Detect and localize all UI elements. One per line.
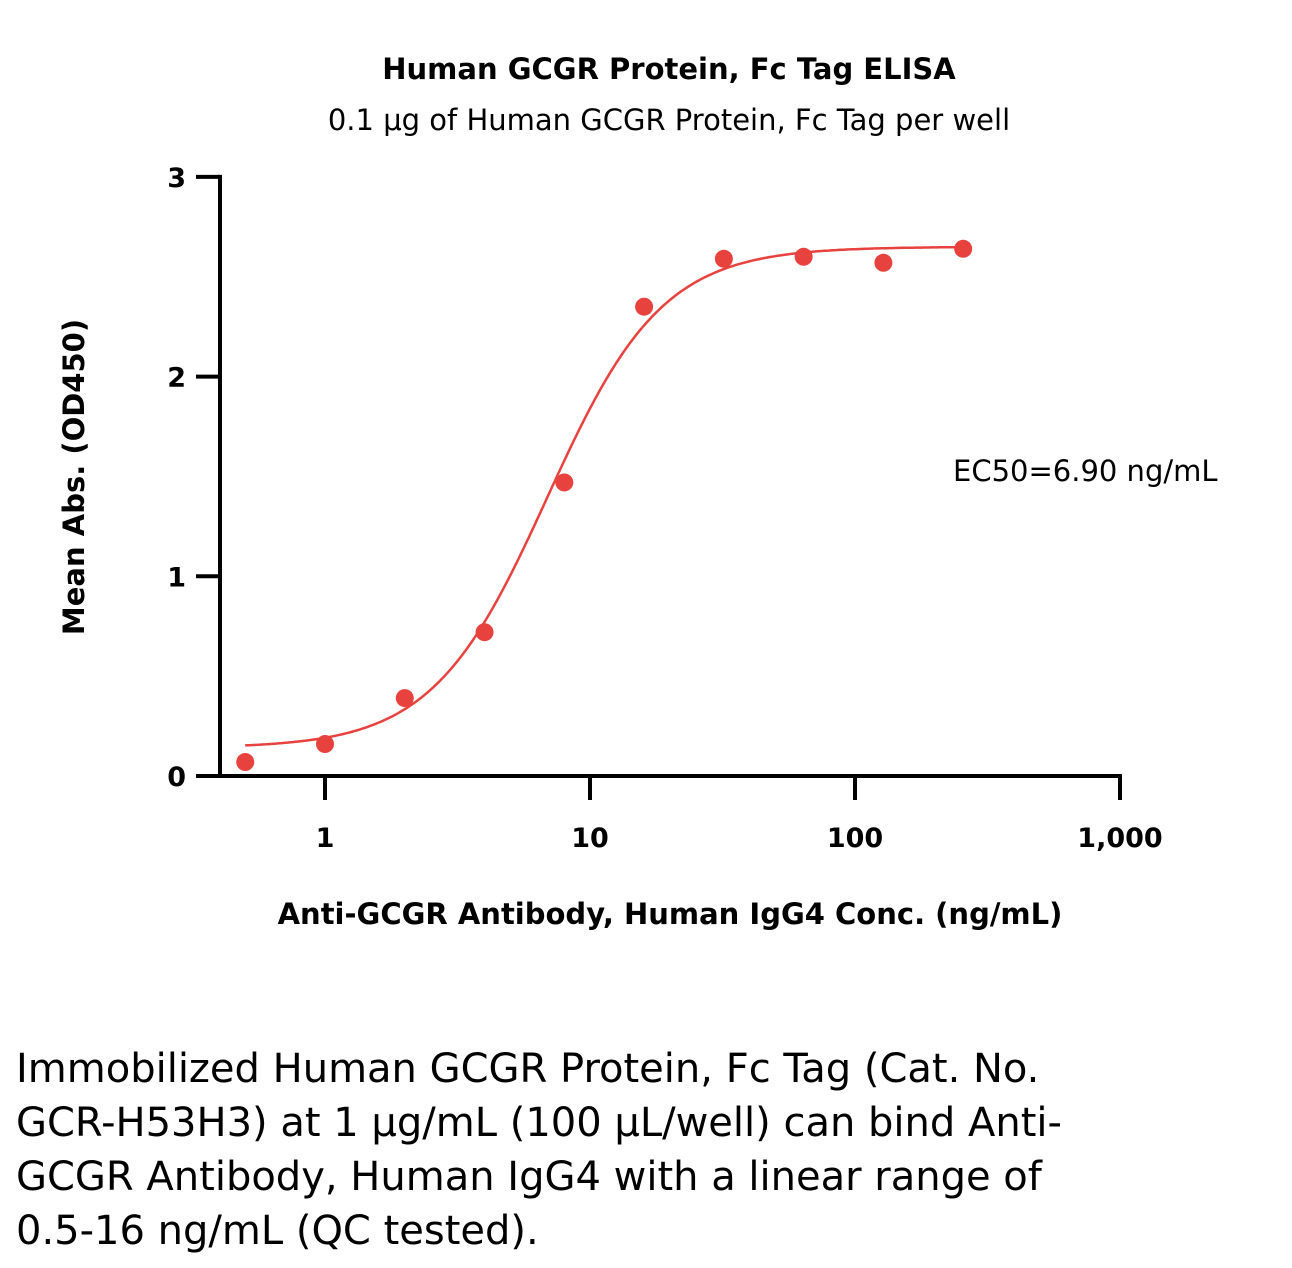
data-point [714,249,733,268]
data-point [794,247,813,266]
data-point [635,297,654,316]
data-point [555,473,574,492]
data-point [236,753,255,772]
data-point [954,239,973,258]
data-point [475,623,494,642]
x-tick-label: 1 [316,823,335,854]
chart-marks [236,239,973,772]
ec50-annotation: EC50=6.90 ng/mL [953,454,1218,488]
data-point [316,735,334,754]
y-tick-label: 0 [167,762,186,793]
data-point [874,253,893,272]
x-tick-label: 1,000 [1077,823,1162,854]
y-axis-label: Mean Abs. (OD450) [57,319,91,635]
y-tick-label: 1 [167,562,186,593]
figure-caption: Immobilized Human GCGR Protein, Fc Tag (… [16,1046,1062,1254]
x-tick-label: 100 [827,823,883,854]
chart-title: Human GCGR Protein, Fc Tag ELISA [382,52,956,86]
fit-curve [245,245,961,747]
y-tick-label: 3 [167,163,186,194]
x-tick-label: 10 [571,823,609,854]
axes: 0 1 2 3 1 10 100 1,000 [167,163,1163,854]
data-point [395,689,414,708]
y-tick-label: 2 [167,363,186,394]
x-axis-label: Anti-GCGR Antibody, Human IgG4 Conc. (ng… [278,897,1063,931]
chart-subtitle: 0.1 μg of Human GCGR Protein, Fc Tag per… [328,103,1010,137]
